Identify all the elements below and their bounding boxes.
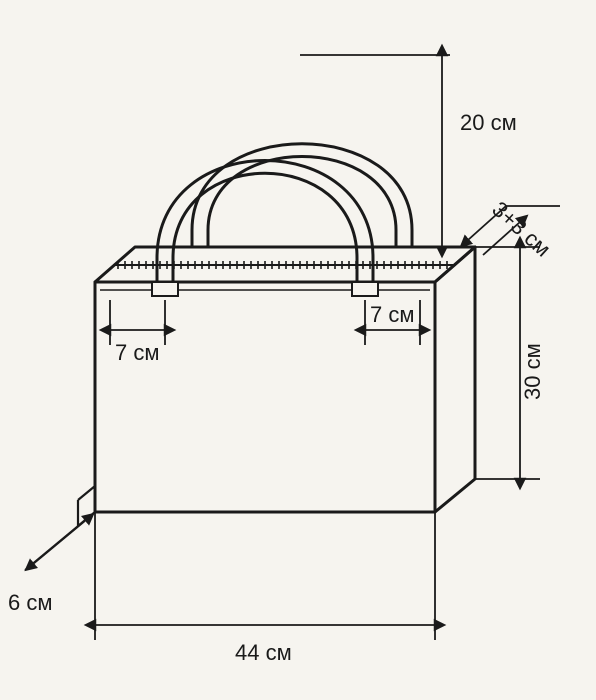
back-handle-outer	[192, 144, 412, 247]
label-inset-right: 7 см	[370, 302, 414, 327]
bag-body	[78, 247, 475, 526]
label-depth: 6 см	[8, 590, 52, 615]
handles	[152, 144, 412, 296]
dimension-labels: 20 см 3+3 см 30 см 44 см 6 см 7 см 7 см	[8, 110, 556, 665]
back-handle-inner	[208, 157, 396, 248]
label-width: 44 см	[235, 640, 292, 665]
label-inset-left: 7 см	[115, 340, 159, 365]
dim-depth	[33, 520, 86, 564]
label-body-height: 30 см	[520, 343, 545, 400]
bag-diagram: 20 см 3+3 см 30 см 44 см 6 см 7 см 7 см	[0, 0, 596, 700]
label-handle-height: 20 см	[460, 110, 517, 135]
side-panel	[435, 247, 475, 512]
